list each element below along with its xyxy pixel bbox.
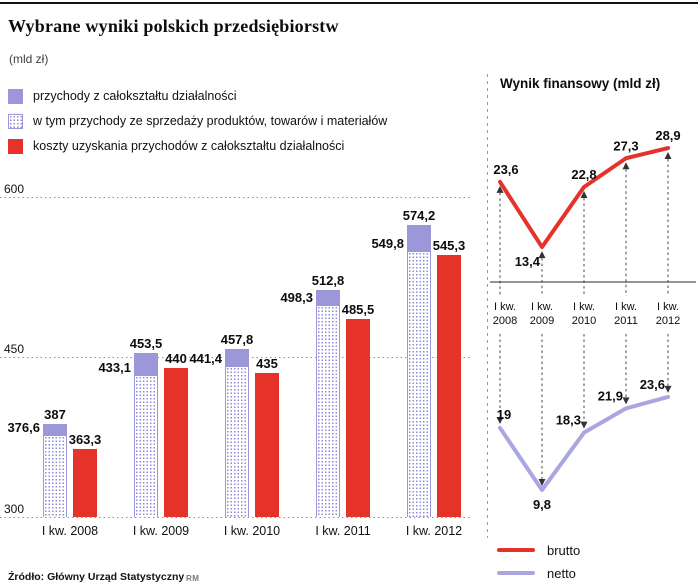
bar-total-revenue bbox=[43, 424, 67, 436]
dotted-square-icon bbox=[8, 113, 23, 129]
legend-item-label: w tym przychody ze sprzedaży produktów, … bbox=[33, 114, 388, 128]
netto-value-label: 9,8 bbox=[533, 497, 551, 512]
y-axis-tick: 450 bbox=[4, 342, 28, 356]
x-axis-label-line1: I kw. bbox=[573, 301, 595, 313]
value-label-costs: 435 bbox=[256, 356, 278, 371]
x-axis-label: I kw. 2010 bbox=[223, 524, 281, 538]
value-label-costs: 363,3 bbox=[68, 432, 102, 448]
x-axis-label-line1: I kw. bbox=[494, 301, 516, 313]
x-axis-label-line1: I kw. bbox=[615, 301, 637, 313]
brutto-value-label: 22,8 bbox=[571, 167, 596, 182]
bar-total-revenue bbox=[134, 353, 158, 376]
bar-costs bbox=[255, 373, 279, 517]
bar-sales-revenue bbox=[134, 375, 158, 517]
value-label-total-revenue: 453,5 bbox=[129, 336, 163, 352]
page-title: Wybrane wyniki polskich przedsiębiorstw bbox=[8, 16, 339, 36]
x-axis-label-line1: I kw. bbox=[531, 301, 553, 313]
value-label-sales-revenue: 549,8 bbox=[371, 235, 404, 251]
y-axis-tick: 600 bbox=[4, 182, 28, 196]
bar-costs bbox=[437, 255, 461, 517]
value-label-costs: 545,3 bbox=[432, 238, 466, 254]
line-legend-item: netto bbox=[497, 565, 580, 581]
gridline bbox=[0, 197, 470, 198]
x-axis-label-line2: 2011 bbox=[614, 315, 638, 327]
x-axis-label-line2: 2008 bbox=[493, 315, 517, 327]
netto-value-label: 21,9 bbox=[598, 388, 623, 403]
brutto-value-label: 23,6 bbox=[493, 162, 518, 177]
x-axis-label-line1: I kw. bbox=[657, 301, 679, 313]
value-label-sales-revenue: 441,4 bbox=[189, 351, 222, 367]
arrow-up-icon bbox=[538, 251, 546, 259]
arrow-up-icon bbox=[664, 152, 672, 160]
bar-costs bbox=[73, 449, 97, 517]
bar-chart: 300 450 600 387 376,6 363,3 I kw. 2008 453,5 433… bbox=[0, 182, 480, 538]
brutto-line bbox=[498, 146, 670, 250]
line-legend-label: netto bbox=[547, 565, 576, 581]
legend-item: przychody z całokształtu działalności bbox=[8, 88, 387, 104]
source-note: Źródło: Główny Urząd Statystyczny bbox=[8, 571, 185, 583]
purple-square-icon bbox=[8, 88, 23, 104]
x-axis-label: I kw. 2009 bbox=[132, 524, 190, 538]
line-chart-legend: brutto netto bbox=[497, 543, 580, 586]
bar-total-revenue bbox=[407, 224, 431, 251]
netto-value-label: 19 bbox=[497, 407, 511, 422]
arrow-down-icon bbox=[496, 416, 504, 424]
red-square-icon bbox=[8, 138, 23, 154]
netto-value-label: 18,3 bbox=[556, 413, 581, 428]
unit-label: (mld zł) bbox=[9, 52, 49, 66]
line-chart-title: Wynik finansowy (mld zł) bbox=[500, 76, 661, 91]
value-label-total-revenue: 574,2 bbox=[402, 207, 436, 223]
brutto-value-label: 27,3 bbox=[613, 138, 638, 153]
arrow-down-icon bbox=[538, 478, 546, 486]
x-axis-label-line2: 2012 bbox=[656, 315, 680, 327]
arrow-up-icon bbox=[622, 162, 630, 170]
credit-mark: RM bbox=[186, 574, 200, 583]
value-label-total-revenue: 457,8 bbox=[220, 331, 254, 347]
legend-item: w tym przychody ze sprzedaży produktów, … bbox=[8, 113, 387, 129]
panel-separator bbox=[487, 74, 488, 538]
bar-costs bbox=[164, 367, 188, 517]
top-rule bbox=[0, 2, 698, 4]
bar-sales-revenue bbox=[407, 250, 431, 517]
line-legend-label: brutto bbox=[547, 542, 581, 558]
value-label-sales-revenue: 433,1 bbox=[98, 360, 131, 376]
x-axis-label: I kw. 2011 bbox=[315, 524, 371, 538]
bar-total-revenue bbox=[225, 348, 249, 367]
brutto-value-label: 28,9 bbox=[655, 128, 680, 143]
x-axis-label: I kw. 2012 bbox=[405, 524, 463, 538]
bar-chart-legend: przychody z całokształtu działalności w t… bbox=[8, 88, 387, 163]
arrow-up-icon bbox=[580, 191, 588, 199]
bar-costs bbox=[346, 319, 370, 517]
legend-item: koszty uzyskania przychodów z całokształ… bbox=[8, 138, 387, 154]
x-axis-label-line2: 2009 bbox=[530, 315, 554, 327]
arrow-down-icon bbox=[580, 421, 588, 429]
value-label-total-revenue: 512,8 bbox=[311, 273, 345, 288]
bar-total-revenue bbox=[316, 290, 340, 306]
bar-sales-revenue bbox=[43, 435, 67, 517]
arrow-down-icon bbox=[622, 397, 630, 405]
legend-item-label: koszty uzyskania przychodów z całokształ… bbox=[33, 139, 345, 153]
brutto-value-label: 13,4 bbox=[515, 254, 541, 269]
value-label-costs: 440 bbox=[165, 350, 187, 366]
brutto-line-icon bbox=[497, 547, 535, 553]
netto-value-label: 23,6 bbox=[640, 377, 665, 392]
bar-sales-revenue bbox=[316, 305, 340, 517]
gridline bbox=[0, 517, 470, 518]
line-legend-item: brutto bbox=[497, 542, 581, 558]
value-label-costs: 485,5 bbox=[341, 302, 375, 318]
arrow-up-icon bbox=[496, 185, 504, 193]
line-chart: I kw. 2008 I kw. 2009 I kw. 2010 I kw. 2011 I kw… bbox=[490, 128, 696, 512]
netto-line bbox=[498, 394, 670, 492]
y-axis-tick: 300 bbox=[4, 502, 28, 516]
value-label-sales-revenue: 376,6 bbox=[7, 420, 40, 436]
x-axis-label: I kw. 2008 bbox=[41, 524, 99, 538]
arrow-down-icon bbox=[664, 385, 672, 393]
bar-sales-revenue bbox=[225, 366, 249, 517]
value-label-total-revenue: 387 bbox=[44, 407, 66, 423]
value-label-sales-revenue: 498,3 bbox=[280, 290, 313, 306]
legend-item-label: przychody z całokształtu działalności bbox=[33, 89, 237, 103]
x-axis-label-line2: 2010 bbox=[572, 315, 596, 327]
netto-line-icon bbox=[497, 570, 535, 576]
